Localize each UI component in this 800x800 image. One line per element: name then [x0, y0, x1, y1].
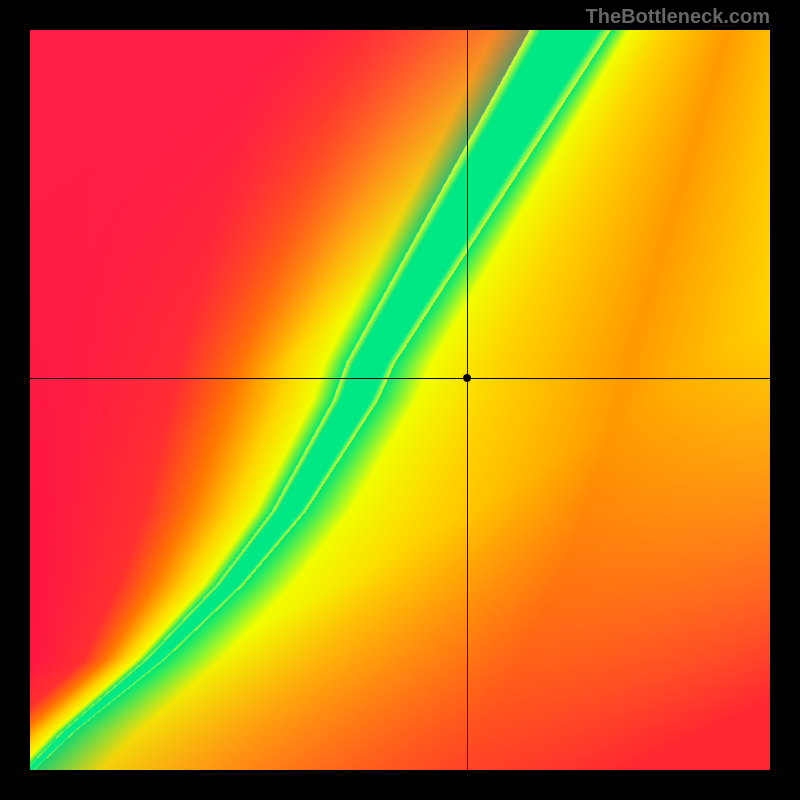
crosshair-vertical [467, 30, 468, 770]
heatmap-canvas [30, 30, 770, 770]
watermark-text: TheBottleneck.com [586, 6, 770, 29]
crosshair-marker [463, 374, 471, 382]
crosshair-horizontal [30, 378, 770, 379]
heatmap-plot [30, 30, 770, 770]
